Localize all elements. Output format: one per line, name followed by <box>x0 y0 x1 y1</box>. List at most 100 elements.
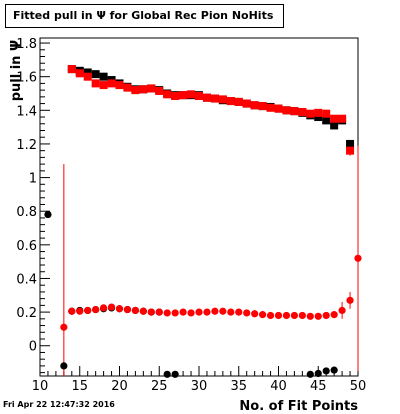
data-point <box>187 90 196 99</box>
data-point <box>338 114 347 123</box>
data-point <box>314 108 323 117</box>
data-point <box>266 311 275 320</box>
data-point <box>251 310 259 318</box>
y-tick-label: 1.4 <box>16 104 37 119</box>
data-point <box>171 309 179 317</box>
data-point <box>107 79 116 88</box>
x-tick-label: 10 <box>32 379 49 394</box>
data-point <box>314 113 323 122</box>
data-point <box>163 370 171 378</box>
data-point <box>322 116 331 125</box>
data-point <box>60 362 68 370</box>
data-point <box>330 366 338 374</box>
data-point <box>290 311 298 320</box>
data-point <box>346 139 355 148</box>
data-point <box>139 85 148 94</box>
data-point <box>346 146 355 155</box>
data-point <box>322 311 330 320</box>
data-point <box>84 306 92 315</box>
data-point <box>282 311 291 320</box>
data-point <box>282 106 291 115</box>
chart-title: Fitted pull in Ψ for Global Rec Pion NoH… <box>5 4 284 28</box>
data-point <box>147 84 156 93</box>
data-point <box>298 311 306 320</box>
data-point <box>131 306 139 315</box>
data-point <box>314 312 322 320</box>
data-point <box>187 309 195 317</box>
data-point <box>99 72 108 81</box>
data-point <box>131 86 140 95</box>
data-point <box>171 92 180 101</box>
data-point <box>274 311 283 320</box>
y-tick-label: 0.8 <box>16 205 37 220</box>
y-axis-label: pull in Ψ <box>9 40 24 101</box>
x-tick-label: 50 <box>350 379 367 394</box>
data-point <box>179 91 188 100</box>
data-point <box>227 308 235 316</box>
data-point <box>219 307 227 315</box>
plot-frame <box>39 37 359 377</box>
data-point <box>83 68 92 77</box>
data-point <box>171 370 179 378</box>
data-point <box>298 107 307 116</box>
data-point <box>163 309 171 317</box>
data-point <box>92 305 100 314</box>
data-point <box>91 79 100 88</box>
data-point <box>346 296 354 304</box>
data-point <box>290 107 299 116</box>
x-tick-label: 40 <box>270 379 287 394</box>
x-tick-label: 15 <box>71 379 88 394</box>
data-point <box>266 103 275 112</box>
data-point <box>91 70 100 79</box>
y-tick-label: 1.6 <box>16 71 37 86</box>
y-tick-label: 1.2 <box>16 138 37 153</box>
data-point <box>306 109 315 118</box>
data-point <box>330 121 339 130</box>
data-point <box>306 370 314 378</box>
data-point <box>330 114 339 123</box>
data-markers <box>44 65 362 378</box>
x-tick-label: 35 <box>230 379 247 394</box>
data-point <box>259 311 267 319</box>
data-point <box>155 308 163 316</box>
data-point <box>123 83 132 92</box>
y-tick-label: 0.4 <box>16 272 37 287</box>
data-point <box>258 102 267 111</box>
error-bars <box>63 145 359 376</box>
data-point <box>60 323 68 331</box>
data-point <box>314 369 322 378</box>
data-point <box>218 95 227 104</box>
data-point <box>68 307 76 315</box>
data-point <box>322 367 330 375</box>
data-point <box>76 307 84 315</box>
data-point <box>67 65 76 74</box>
data-point <box>107 303 116 311</box>
y-tick-label: 1.8 <box>16 37 37 52</box>
data-point <box>243 309 251 317</box>
timestamp: Fri Apr 22 12:47:32 2016 <box>3 400 115 409</box>
tick-labels: 10 15 20 25 30 35 40 45 50 0 0.2 0.4 0.6 0.8 1 1.2 1.4 1.… <box>16 37 366 394</box>
data-point <box>354 254 362 262</box>
y-tick-label: 0.2 <box>16 306 37 321</box>
data-point <box>338 306 346 315</box>
y-tick-label: 0.6 <box>16 239 37 254</box>
x-axis-label: No. of Fit Points <box>239 399 358 414</box>
data-point <box>274 104 283 113</box>
y-tick-label: 0 <box>29 340 37 355</box>
data-point <box>139 307 147 315</box>
data-point <box>211 307 219 315</box>
data-point <box>179 308 187 316</box>
data-point <box>322 109 331 118</box>
data-point <box>115 81 124 90</box>
data-point <box>250 101 259 110</box>
x-tick-label: 30 <box>191 379 208 394</box>
data-point <box>163 90 172 99</box>
data-point <box>147 308 155 316</box>
x-tick-label: 20 <box>111 379 128 394</box>
data-point <box>195 92 203 101</box>
data-point <box>234 97 243 106</box>
data-point <box>202 93 211 102</box>
x-tick-label: 45 <box>310 379 327 394</box>
data-point <box>330 311 338 319</box>
